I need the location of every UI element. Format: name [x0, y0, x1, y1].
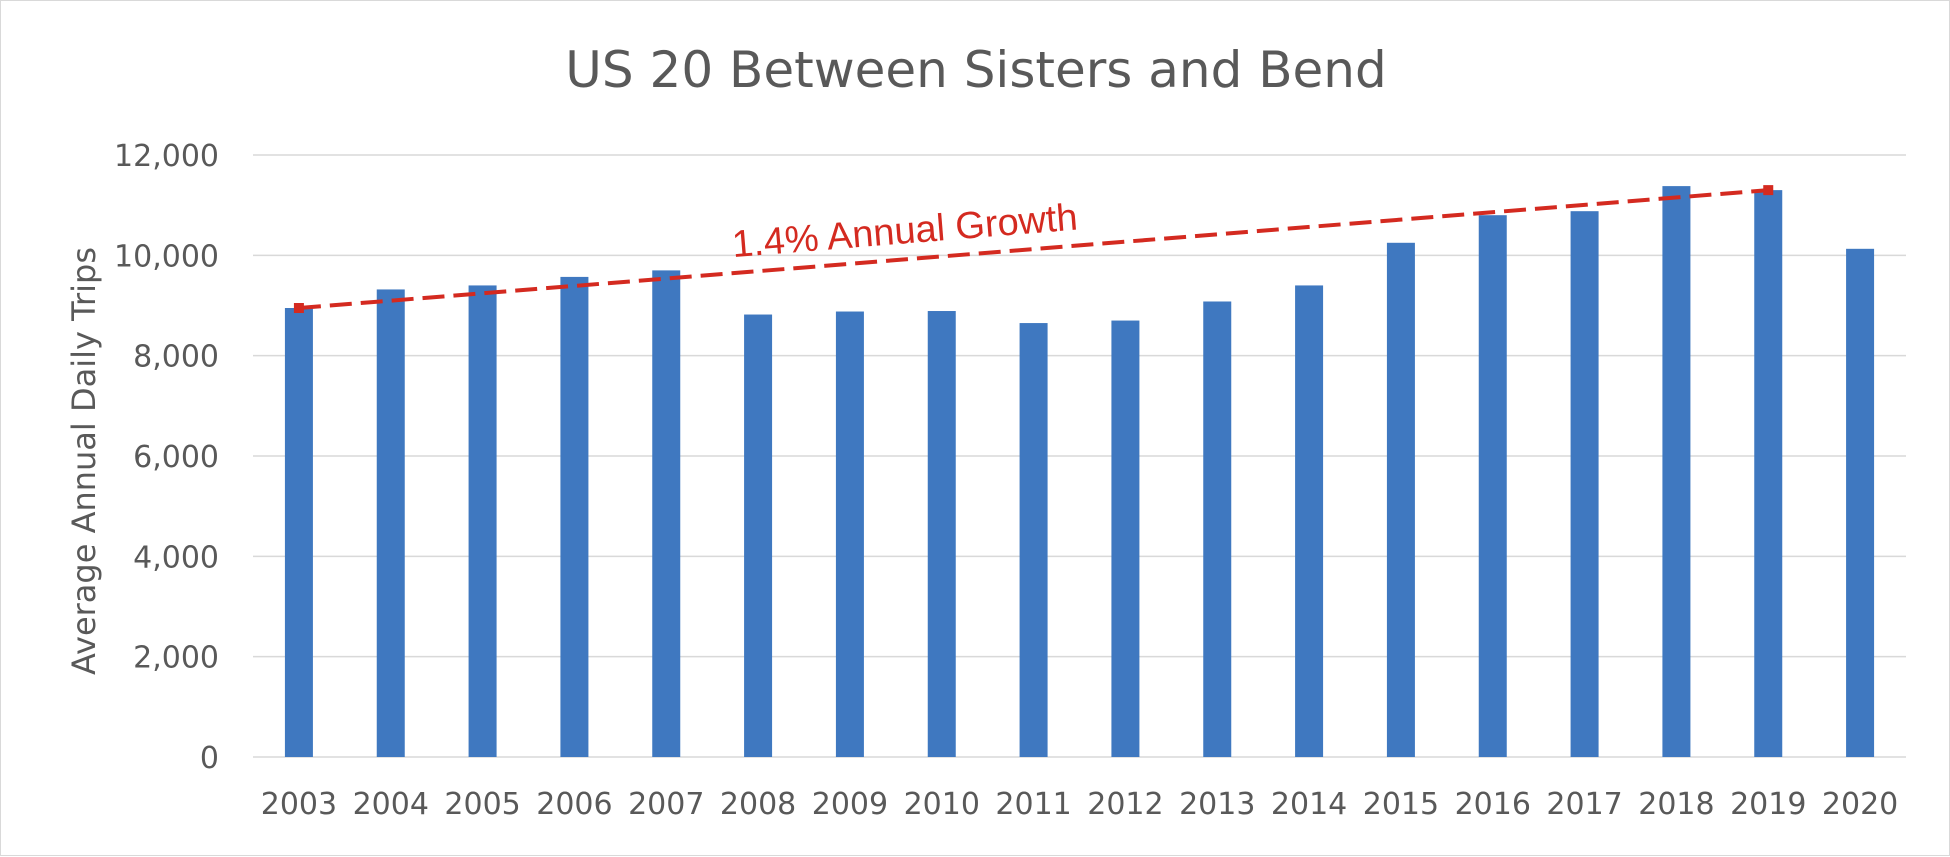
bar-2004: [376, 289, 405, 757]
y-axis-ticks: 0 2,000 4,000 6,000 8,000 10,000 12,000: [114, 139, 219, 776]
x-tick-label: 2005: [444, 787, 520, 822]
bar-2017: [1570, 211, 1599, 758]
x-tick-label: 2013: [1179, 787, 1255, 822]
bar-2014: [1295, 285, 1324, 757]
bar-2006: [560, 276, 589, 757]
bar-2012: [1111, 320, 1140, 757]
bars: [284, 186, 1875, 758]
bar-2005: [468, 285, 497, 757]
bar-2016: [1478, 215, 1507, 757]
bar-2011: [1019, 323, 1048, 757]
x-tick-label: 2003: [261, 787, 337, 822]
x-tick-label: 2014: [1271, 787, 1347, 822]
y-tick-label: 2,000: [133, 641, 219, 676]
y-tick-label: 4,000: [133, 540, 219, 575]
x-tick-label: 2008: [720, 787, 796, 822]
y-tick-label: 6,000: [133, 440, 219, 475]
x-tick-label: 2007: [628, 787, 704, 822]
bar-2018: [1662, 186, 1691, 757]
x-tick-label: 2017: [1546, 787, 1622, 822]
x-tick-label: 2012: [1087, 787, 1163, 822]
y-axis-label: Average Annual Daily Trips: [65, 247, 103, 675]
bar-2003: [284, 308, 313, 757]
bar-2013: [1203, 301, 1232, 757]
x-tick-label: 2009: [812, 787, 888, 822]
bar-2010: [927, 311, 956, 757]
trendline: [298, 188, 1769, 311]
bar-2008: [744, 314, 773, 757]
x-tick-label: 2015: [1363, 787, 1439, 822]
bar-2007: [652, 270, 681, 757]
x-tick-label: 2019: [1730, 787, 1806, 822]
x-tick-label: 2011: [995, 787, 1071, 822]
x-tick-label: 2016: [1455, 787, 1531, 822]
bar-2009: [835, 311, 864, 757]
x-tick-label: 2020: [1822, 787, 1898, 822]
x-tick-label: 2004: [353, 787, 429, 822]
chart-title: US 20 Between Sisters and Bend: [565, 41, 1386, 99]
x-tick-label: 2018: [1638, 787, 1714, 822]
x-tick-label: 2006: [536, 787, 612, 822]
gridlines: [253, 154, 1906, 758]
bar-2015: [1386, 242, 1415, 757]
trendline-end-marker: [1763, 185, 1774, 196]
x-axis-ticks: 2003 2004 2005 2006 2007 2008 2009 2010 2011 2012…: [261, 787, 1899, 822]
bar-2019: [1754, 190, 1783, 757]
y-tick-label: 12,000: [114, 139, 219, 174]
bar-2020: [1846, 248, 1875, 758]
y-tick-label: 8,000: [133, 340, 219, 375]
y-tick-label: 10,000: [114, 239, 219, 274]
x-tick-label: 2010: [904, 787, 980, 822]
y-tick-label: 0: [200, 741, 219, 776]
trendline-start-marker: [293, 303, 304, 314]
trendline-group: 1.4% Annual Growth: [293, 185, 1774, 314]
